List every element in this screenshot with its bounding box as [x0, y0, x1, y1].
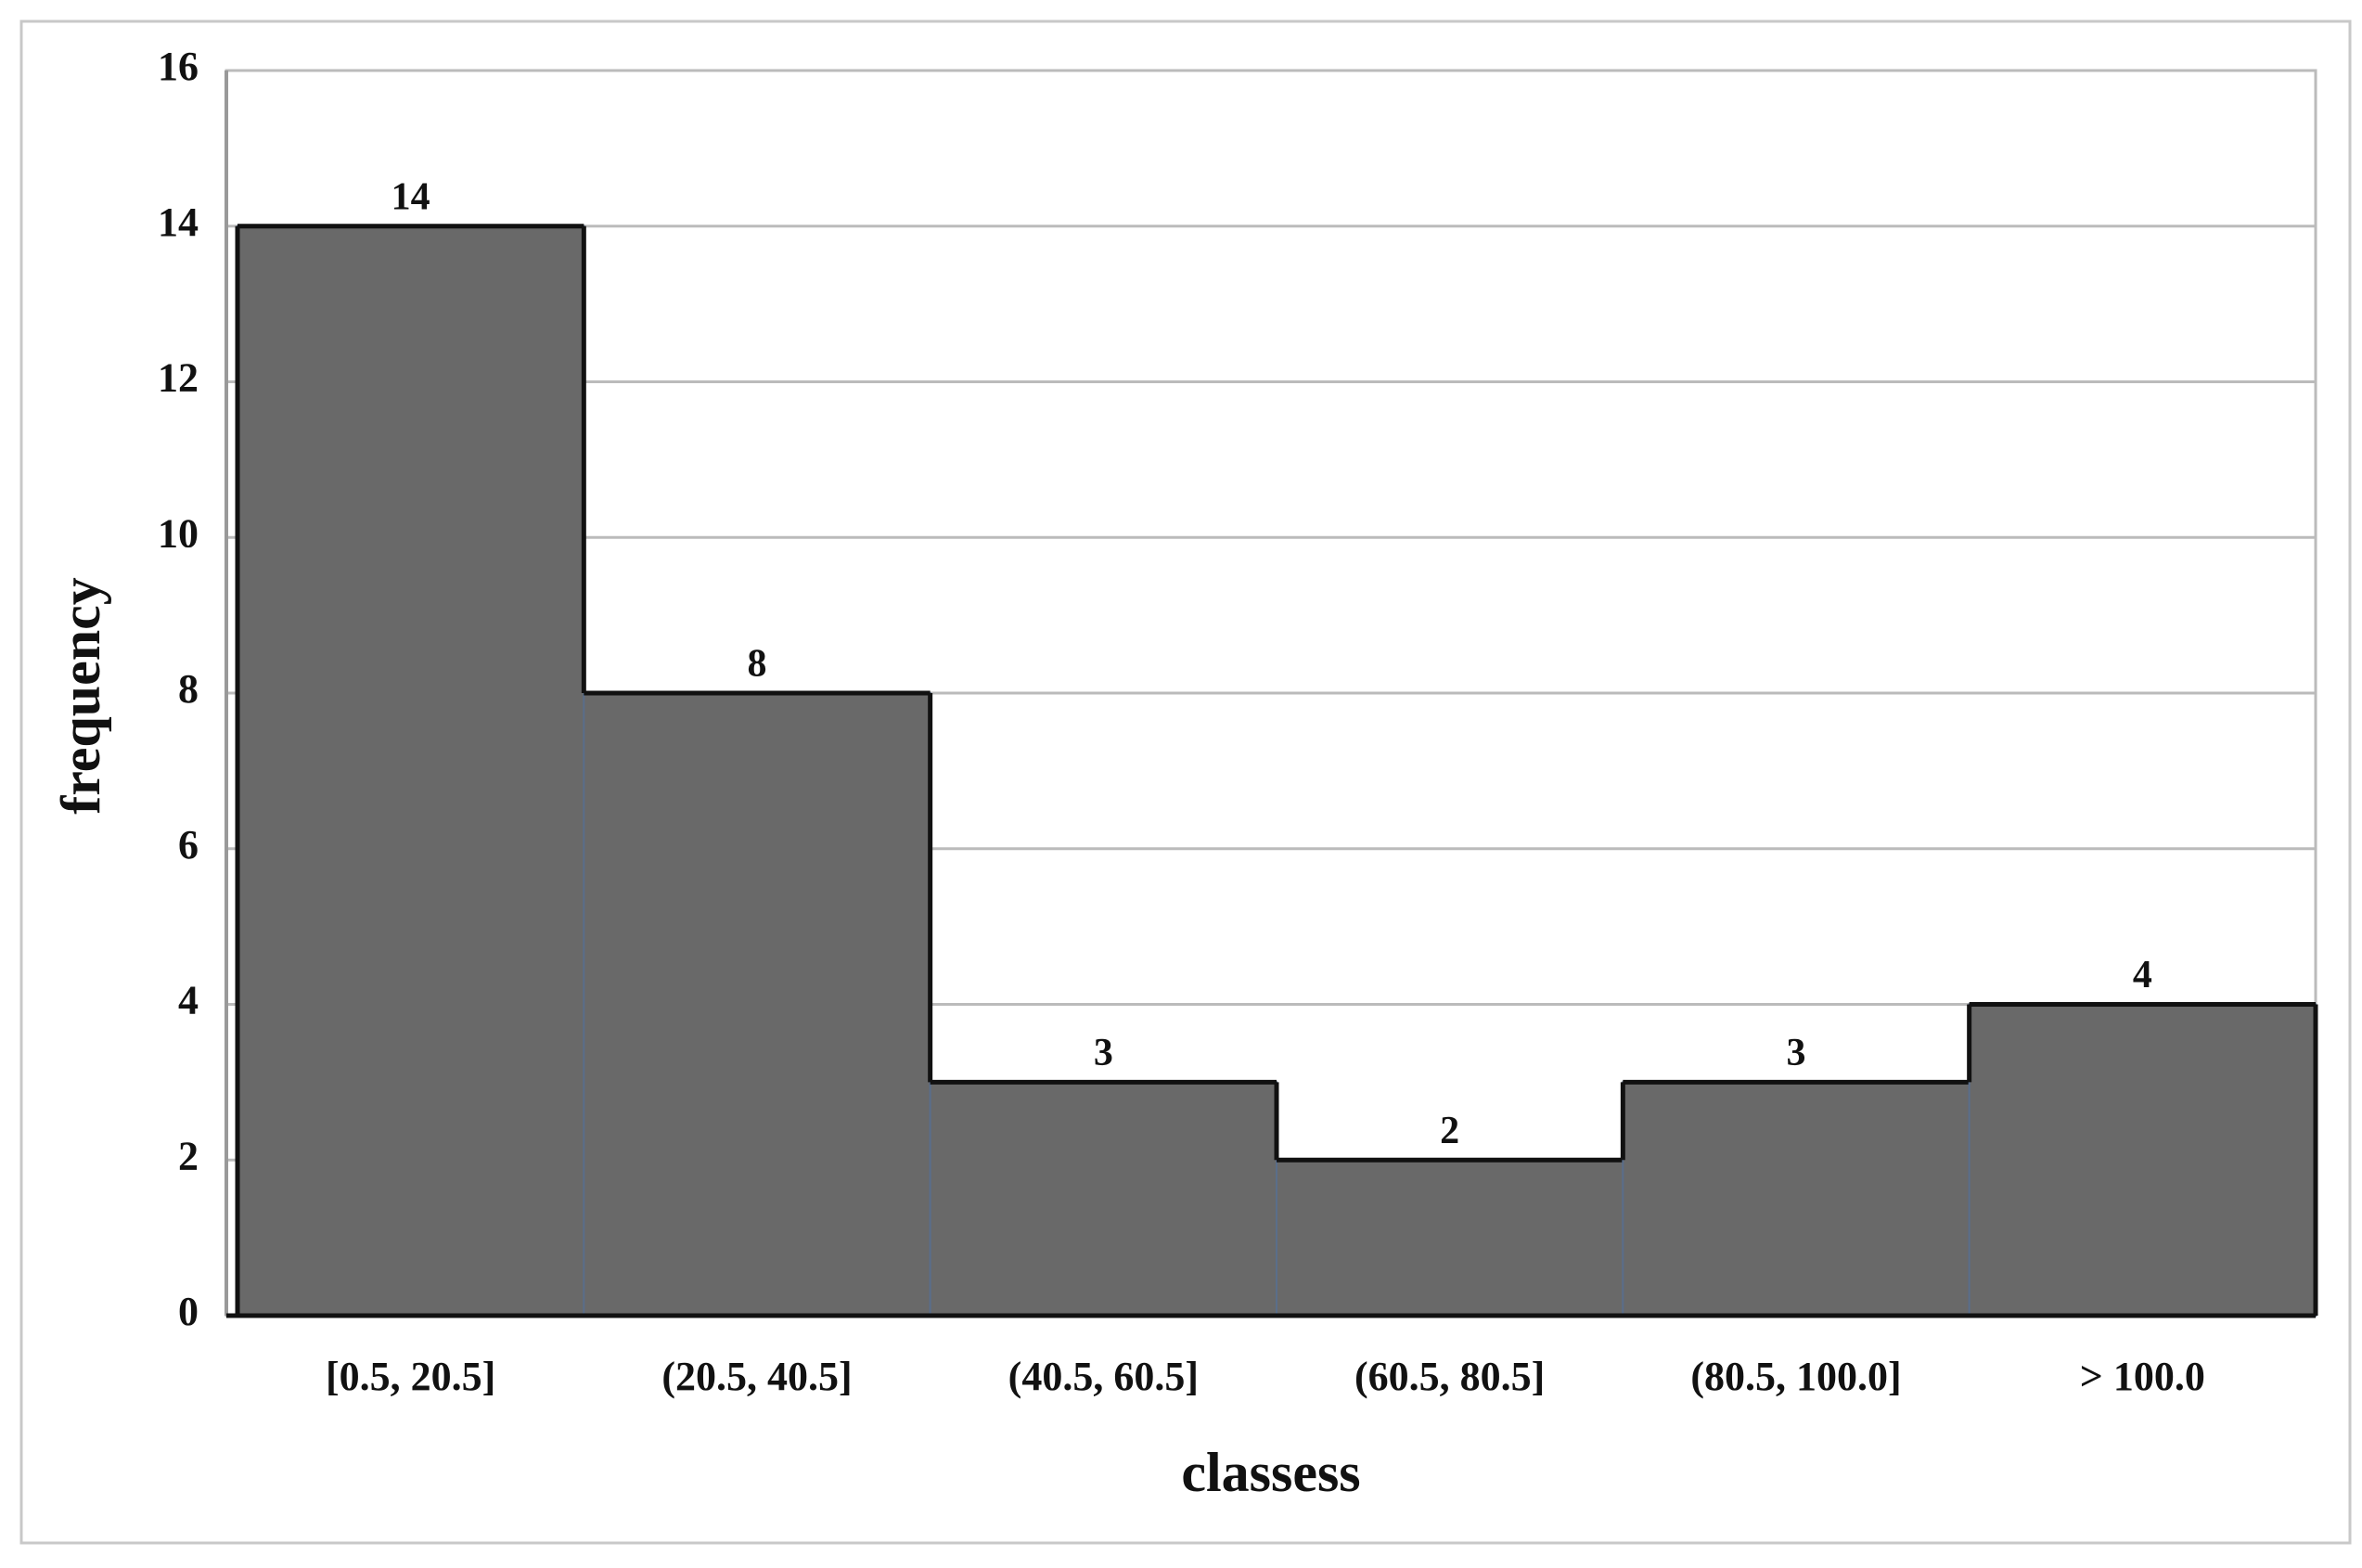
y-tick-label: 12 — [158, 355, 199, 401]
bar — [1276, 1159, 1624, 1317]
value-label: 2 — [1440, 1110, 1459, 1152]
y-tick-label: 16 — [158, 44, 199, 89]
x-tick-label: (40.5, 60.5] — [1008, 1354, 1199, 1399]
bar — [929, 1081, 1278, 1317]
value-label: 3 — [1094, 1032, 1113, 1074]
y-tick-label: 6 — [178, 822, 199, 868]
x-tick-label: [0.5, 20.5] — [326, 1354, 495, 1399]
x-axis-title: classess — [1181, 1442, 1360, 1503]
y-axis-title: frequency — [50, 577, 111, 815]
bar — [237, 225, 585, 1317]
value-label: 3 — [1787, 1032, 1806, 1074]
y-tick-label: 8 — [178, 666, 199, 712]
y-tick-label: 4 — [178, 978, 199, 1023]
y-tick-label: 14 — [158, 199, 199, 245]
bar — [1622, 1081, 1970, 1317]
x-tick-label: > 100.0 — [2080, 1354, 2205, 1399]
bar — [583, 692, 931, 1317]
x-tick-label: (60.5, 80.5] — [1354, 1354, 1545, 1399]
bar — [1968, 1003, 2317, 1317]
chart-frame — [19, 19, 2352, 1545]
value-label: 4 — [2133, 954, 2152, 996]
x-tick-label: (80.5, 100.0] — [1690, 1354, 1901, 1399]
y-tick-label: 0 — [178, 1289, 199, 1334]
x-tick-label: (20.5, 40.5] — [661, 1354, 852, 1399]
value-label: 14 — [392, 175, 430, 218]
value-label: 8 — [748, 643, 767, 686]
y-tick-label: 2 — [178, 1133, 199, 1178]
y-tick-label: 10 — [158, 510, 199, 556]
